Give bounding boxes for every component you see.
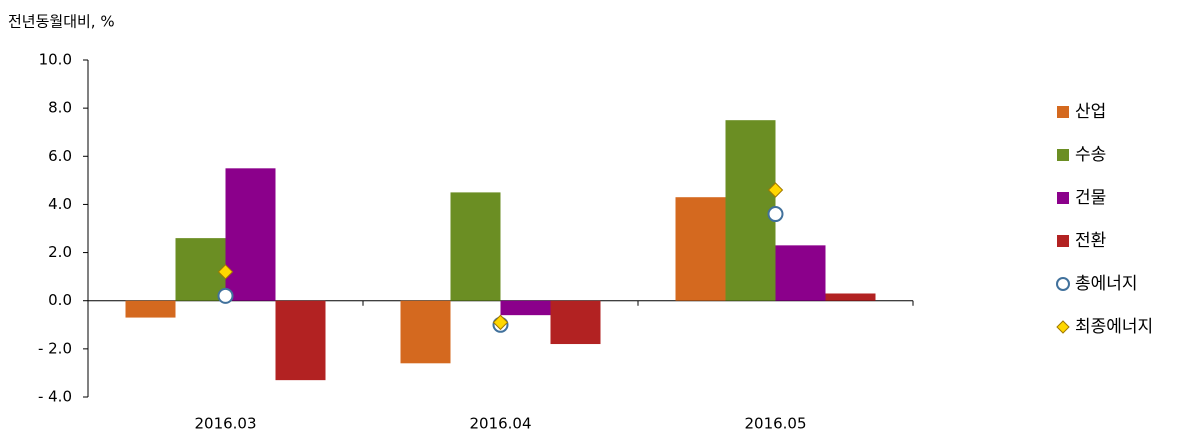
bar	[175, 238, 226, 301]
legend-label: 건물	[1075, 188, 1106, 208]
y-axis-title: 전년동월대비, %	[8, 13, 115, 31]
bar	[825, 293, 876, 301]
legend-swatch	[1057, 106, 1069, 118]
marker-diamond	[217, 264, 234, 280]
y-tick-label: 10.0	[39, 51, 72, 69]
legend-swatch	[1056, 277, 1070, 291]
y-tick-label: 8.0	[48, 99, 72, 117]
y-tick-label: - 2.0	[38, 339, 72, 357]
bar	[725, 120, 776, 301]
y-tick-label: 6.0	[48, 147, 72, 165]
bar	[500, 300, 551, 316]
x-tick-label: 2016.05	[744, 415, 806, 433]
bar	[775, 245, 826, 301]
y-tick-label: 0.0	[48, 291, 72, 309]
bar	[450, 192, 501, 301]
marker-diamond	[492, 314, 509, 331]
marker-diamond	[767, 182, 784, 198]
bar	[400, 300, 451, 364]
legend-label: 전환	[1075, 231, 1106, 251]
legend-label: 총에너지	[1075, 274, 1138, 294]
legend-swatch	[1057, 192, 1069, 204]
bar	[675, 197, 726, 301]
bar	[550, 300, 601, 345]
marker-circle	[767, 206, 784, 223]
bar	[275, 300, 326, 381]
y-tick-label: 2.0	[48, 243, 72, 261]
x-tick-label: 2016.04	[469, 415, 531, 433]
x-tick-label: 2016.03	[194, 415, 256, 433]
legend-swatch	[1057, 235, 1069, 247]
marker-circle	[217, 287, 234, 304]
legend-label: 산업	[1075, 102, 1106, 122]
bar	[225, 168, 276, 301]
y-tick-label: - 4.0	[38, 388, 72, 406]
y-tick-label: 4.0	[48, 195, 72, 213]
legend-swatch	[1057, 149, 1069, 161]
legend-swatch	[1056, 320, 1070, 334]
legend-label: 수송	[1075, 145, 1106, 165]
bar	[125, 300, 176, 318]
legend-label: 최종에너지	[1075, 317, 1153, 337]
